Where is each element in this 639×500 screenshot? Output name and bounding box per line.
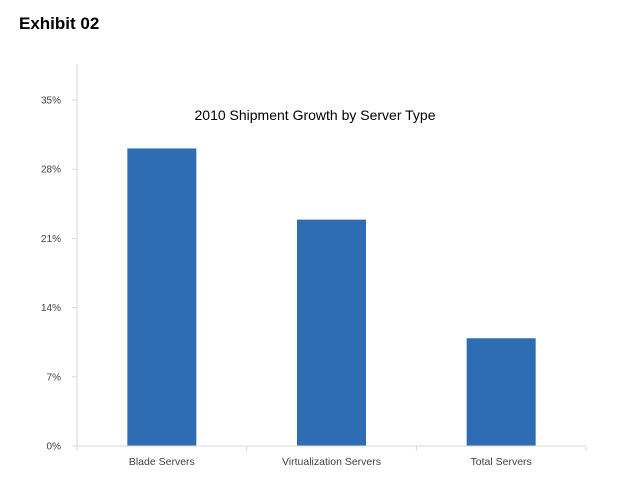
bars [127,148,536,446]
bar-total-servers [466,338,536,446]
x-category-label: Virtualization Servers [282,456,381,468]
y-tick-label: 14% [41,303,61,314]
bar-virtualization-servers [297,219,366,446]
y-tick-label: 35% [41,96,61,107]
y-axis-ticks: 0% 7% 14% 21% 28% 35% [41,96,77,453]
x-category-label: Blade Servers [129,456,195,468]
y-tick-label: 21% [41,234,61,245]
bar-blade-servers [127,148,197,446]
y-tick-label: 28% [41,165,61,176]
exhibit-title: Exhibit 02 [19,14,100,33]
x-axis-labels: Blade Servers Virtualization Servers Total… [76,446,587,468]
y-tick-label: 7% [47,372,62,383]
x-category-label: Total Servers [471,456,532,468]
chart-title: 2010 Shipment Growth by Server Type [195,107,436,123]
y-tick-label: 0% [47,442,62,453]
